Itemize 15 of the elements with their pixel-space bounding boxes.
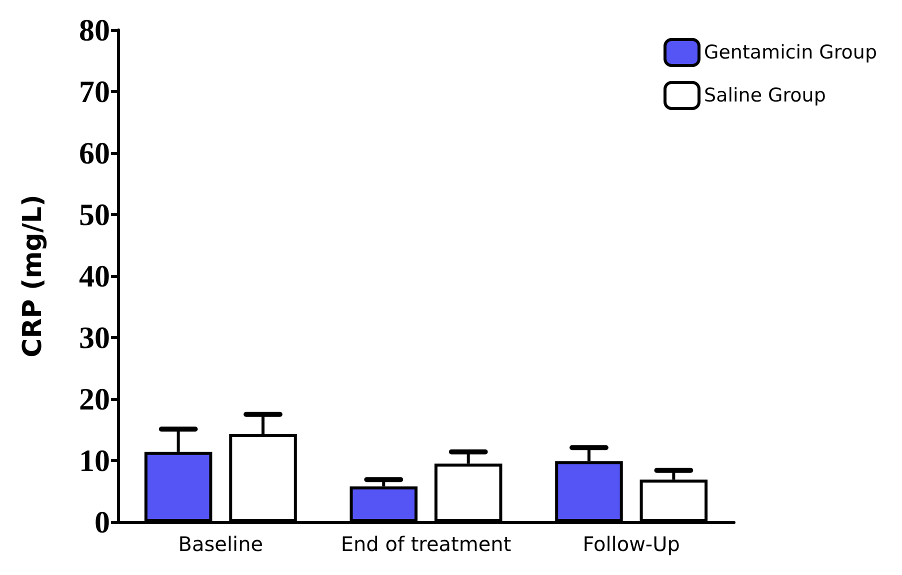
y-tick-label: 40 <box>79 258 110 294</box>
x-tick-label: End of treatment <box>340 532 512 556</box>
y-tick-label: 30 <box>79 320 110 355</box>
legend-label: Saline Group <box>704 84 826 106</box>
y-tick-label: 50 <box>79 197 110 232</box>
y-axis-title: CRP (mg/L) <box>18 194 48 358</box>
y-tick-label: 60 <box>79 136 110 170</box>
y-tick-label: 10 <box>79 443 110 478</box>
legend-label: Gentamicin Group <box>704 42 878 64</box>
y-tick-label: 80 <box>79 12 110 48</box>
y-tick-label: 70 <box>79 74 110 109</box>
y-tick-label: 20 <box>79 382 110 416</box>
x-tick-label: Baseline <box>178 532 264 556</box>
y-tick-label: 0 <box>94 504 110 540</box>
x-tick-label: Follow-Up <box>582 532 680 556</box>
